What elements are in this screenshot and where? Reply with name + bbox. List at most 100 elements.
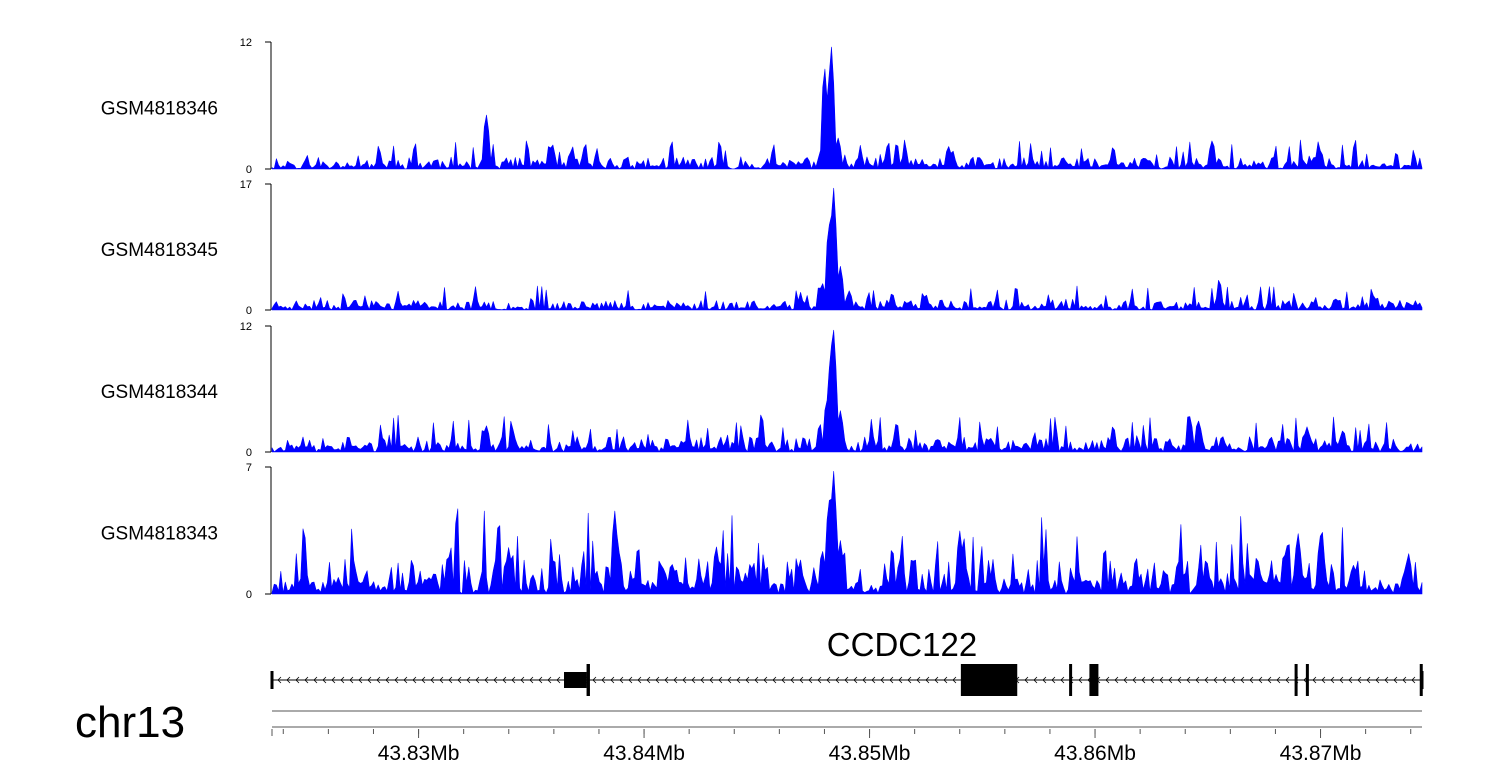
- strand-arrow: [1204, 676, 1209, 684]
- strand-arrow: [646, 676, 651, 684]
- strand-arrow: [880, 676, 885, 684]
- strand-arrow: [835, 676, 840, 684]
- track-GSM4818343: GSM4818343 7 0: [101, 462, 1423, 601]
- strand-arrow: [772, 676, 777, 684]
- strand-arrow: [619, 676, 624, 684]
- strand-arrow: [529, 676, 534, 684]
- axis-tick-label: 43.84Mb: [603, 742, 685, 765]
- gene-end-cap: [270, 671, 274, 689]
- gene-track: CCDC122: [270, 626, 1424, 696]
- strand-arrow: [628, 676, 633, 684]
- strand-arrow: [808, 676, 813, 684]
- strand-arrow: [763, 676, 768, 684]
- strand-arrow: [376, 676, 381, 684]
- strand-arrow: [790, 676, 795, 684]
- strand-arrow: [1321, 676, 1326, 684]
- axis-tick-label: 43.86Mb: [1054, 742, 1136, 765]
- strand-arrow: [862, 676, 867, 684]
- exon: [1419, 664, 1423, 696]
- gene-model: [270, 664, 1424, 696]
- exon: [586, 664, 590, 696]
- strand-arrow: [1168, 676, 1173, 684]
- strand-arrow: [1105, 676, 1110, 684]
- strand-arrow: [1357, 676, 1362, 684]
- track-name: GSM4818345: [101, 240, 218, 261]
- strand-arrow: [1132, 676, 1137, 684]
- track-name: GSM4818346: [101, 99, 218, 120]
- axis-tick-label: 43.85Mb: [829, 742, 911, 765]
- gene-label: CCDC122: [827, 626, 977, 663]
- y-tick-label-min: 0: [246, 447, 252, 459]
- y-tick-label-max: 7: [246, 462, 252, 474]
- exon: [1069, 664, 1073, 696]
- strand-arrow: [601, 676, 606, 684]
- strand-arrow: [655, 676, 660, 684]
- track-name: GSM4818344: [101, 382, 219, 403]
- strand-arrow: [1258, 676, 1263, 684]
- strand-arrow: [1267, 676, 1272, 684]
- strand-arrow: [457, 676, 462, 684]
- coverage-area: [271, 187, 1423, 311]
- track-GSM4818345: GSM4818345 17 0: [101, 179, 1423, 317]
- strand-arrow: [331, 676, 336, 684]
- strand-arrow: [520, 676, 525, 684]
- strand-arrow: [340, 676, 345, 684]
- y-tick-label-min: 0: [246, 305, 252, 317]
- strand-arrow: [286, 676, 291, 684]
- exon: [1305, 664, 1309, 696]
- strand-arrow: [664, 676, 669, 684]
- genome-axis: chr13 43.83Mb 43.84Mb 43.85Mb 43.86Mb 43.87M…: [75, 698, 1422, 765]
- strand-arrow: [304, 676, 309, 684]
- strand-arrow: [1195, 676, 1200, 684]
- strand-arrow: [1375, 676, 1380, 684]
- strand-arrow: [889, 676, 894, 684]
- strand-arrow: [898, 676, 903, 684]
- strand-arrow: [826, 676, 831, 684]
- strand-arrow: [475, 676, 480, 684]
- strand-arrow: [844, 676, 849, 684]
- coverage-area: [271, 471, 1423, 595]
- strand-arrow: [781, 676, 786, 684]
- coverage-area: [271, 46, 1423, 170]
- y-tick-label-min: 0: [246, 164, 252, 176]
- strand-arrow: [412, 676, 417, 684]
- strand-arrow: [592, 676, 597, 684]
- strand-arrow: [700, 676, 705, 684]
- strand-arrow: [727, 676, 732, 684]
- strand-arrow: [907, 676, 912, 684]
- strand-arrow: [1114, 676, 1119, 684]
- strand-arrow: [1150, 676, 1155, 684]
- strand-arrow: [691, 676, 696, 684]
- y-tick-label-max: 17: [240, 179, 252, 191]
- axis-tick-label: 43.83Mb: [378, 742, 460, 765]
- strand-arrow: [1348, 676, 1353, 684]
- strand-arrow: [430, 676, 435, 684]
- strand-arrow: [718, 676, 723, 684]
- strand-arrow: [502, 676, 507, 684]
- strand-arrow: [799, 676, 804, 684]
- strand-arrow: [1249, 676, 1254, 684]
- strand-arrow: [754, 676, 759, 684]
- strand-arrow: [1141, 676, 1146, 684]
- y-tick-label-max: 12: [240, 37, 252, 49]
- strand-arrow: [709, 676, 714, 684]
- strand-arrow: [403, 676, 408, 684]
- strand-arrow: [1051, 676, 1056, 684]
- strand-arrow: [295, 676, 300, 684]
- strand-arrow: [421, 676, 426, 684]
- strand-arrow: [1177, 676, 1182, 684]
- exon: [1294, 664, 1298, 696]
- strand-arrow: [1060, 676, 1065, 684]
- strand-arrow: [682, 676, 687, 684]
- strand-arrow: [358, 676, 363, 684]
- strand-arrow: [1078, 676, 1083, 684]
- strand-arrow: [1186, 676, 1191, 684]
- strand-arrow: [448, 676, 453, 684]
- strand-arrow: [277, 676, 282, 684]
- strand-arrow: [673, 676, 678, 684]
- strand-arrow: [484, 676, 489, 684]
- strand-arrow: [511, 676, 516, 684]
- strand-arrow: [439, 676, 444, 684]
- strand-arrow: [1285, 676, 1290, 684]
- strand-arrow: [1042, 676, 1047, 684]
